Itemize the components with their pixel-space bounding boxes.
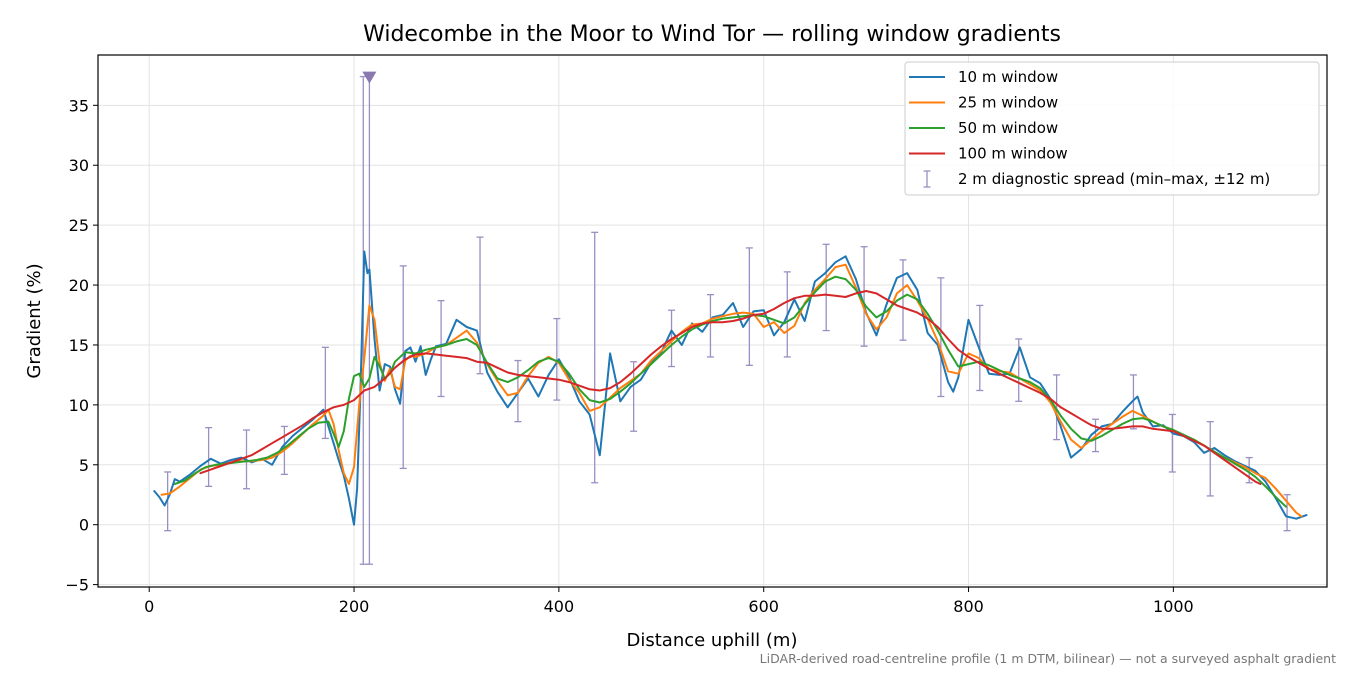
error-bar — [591, 231, 599, 484]
chart-title: Widecombe in the Moor to Wind Tor — roll… — [363, 22, 1061, 47]
x-axis-label: Distance uphill (m) — [627, 630, 798, 651]
error-bar — [1053, 374, 1061, 441]
x-tick-label: 600 — [748, 597, 779, 616]
legend-label: 50 m window — [958, 119, 1058, 137]
y-tick-label: 25 — [69, 216, 89, 235]
footnote-caption: LiDAR-derived road-centreline profile (1… — [759, 651, 1336, 666]
legend-box — [904, 61, 1320, 196]
y-tick-label: 35 — [69, 96, 89, 115]
legend-label: 10 m window — [958, 68, 1058, 86]
error-bar — [630, 361, 638, 432]
x-axis-ticks: 0 200 400 600 800 1000 — [144, 587, 1194, 616]
legend: 10 m window 25 m window 50 m window 100 m w… — [904, 61, 1320, 196]
error-bar — [1168, 413, 1176, 473]
y-axis-ticks: −5 0 5 10 15 20 25 30 35 — [65, 96, 98, 595]
error-bar — [321, 346, 329, 440]
y-tick-label: 5 — [79, 456, 89, 475]
legend-label: 2 m diagnostic spread (min–max, ±12 m) — [958, 170, 1270, 188]
y-tick-label: −5 — [65, 576, 89, 595]
legend-label: 25 m window — [958, 94, 1058, 112]
legend-label: 100 m window — [958, 145, 1068, 163]
y-tick-label: 15 — [69, 336, 89, 355]
error-bar — [553, 317, 561, 401]
y-tick-label: 10 — [69, 396, 89, 415]
clipped-marker-triangle — [362, 71, 377, 84]
x-tick-label: 1000 — [1153, 597, 1194, 616]
error-bar — [1206, 420, 1214, 497]
y-tick-label: 20 — [69, 276, 89, 295]
y-axis-label: Gradient (%) — [24, 263, 45, 378]
series-line — [160, 263, 1303, 518]
error-bar — [860, 246, 868, 347]
error-bar — [745, 247, 753, 366]
series-lines — [153, 250, 1308, 526]
series-line — [173, 275, 1287, 508]
x-tick-label: 800 — [953, 597, 984, 616]
x-tick-label: 200 — [339, 597, 370, 616]
x-tick-label: 400 — [544, 597, 575, 616]
plot-frame — [97, 54, 1328, 588]
y-tick-label: 30 — [69, 156, 89, 175]
error-bar — [205, 426, 213, 488]
error-bar — [437, 299, 445, 398]
y-tick-label: 0 — [79, 516, 89, 535]
error-bar — [706, 293, 714, 358]
x-tick-label: 0 — [144, 597, 154, 616]
series-line — [199, 290, 1262, 485]
error-bar — [899, 259, 907, 341]
error-bar — [822, 243, 830, 332]
